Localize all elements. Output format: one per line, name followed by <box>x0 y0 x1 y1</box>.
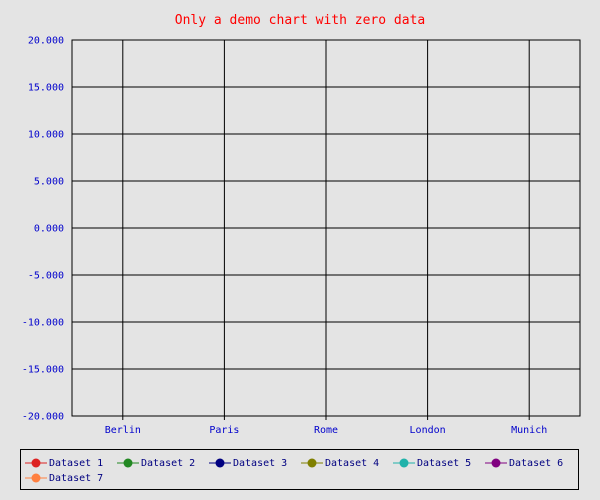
x-tick-label: London <box>410 425 446 436</box>
legend-item: Dataset 3 <box>209 456 287 470</box>
legend-label: Dataset 7 <box>49 472 104 484</box>
x-tick-label: Paris <box>209 425 239 436</box>
legend-label: Dataset 4 <box>325 457 380 469</box>
y-tick-label: 20.000 <box>28 36 64 47</box>
legend-label: Dataset 5 <box>417 457 472 469</box>
y-tick-label: -20.000 <box>22 412 64 423</box>
legend-marker-icon <box>301 458 323 468</box>
legend-marker-icon <box>117 458 139 468</box>
x-tick-label: Berlin <box>105 425 141 436</box>
y-tick-label: -10.000 <box>22 318 64 329</box>
y-tick-label: -5.000 <box>28 271 64 282</box>
legend-label: Dataset 6 <box>509 457 564 469</box>
legend-label: Dataset 3 <box>233 457 288 469</box>
chart-title: Only a demo chart with zero data <box>175 13 425 28</box>
y-tick-label: -15.000 <box>22 365 64 376</box>
x-tick-label: Munich <box>511 425 547 436</box>
legend-marker-icon <box>393 458 415 468</box>
x-tick-label: Rome <box>314 425 338 436</box>
legend-marker-icon <box>25 473 47 483</box>
legend: Dataset 1 Dataset 2 Dataset 3 Dataset 4 Data… <box>20 449 579 490</box>
y-tick-label: 15.000 <box>28 83 64 94</box>
legend-marker-icon <box>485 458 507 468</box>
legend-label: Dataset 1 <box>49 457 104 469</box>
chart: Only a demo chart with zero data 20.000 1… <box>22 13 581 436</box>
legend-item: Dataset 7 <box>25 471 103 485</box>
y-tick-label: 10.000 <box>28 130 64 141</box>
legend-item: Dataset 6 <box>485 456 563 470</box>
legend-item: Dataset 5 <box>393 456 471 470</box>
y-tick-label: 5.000 <box>34 177 64 188</box>
legend-item: Dataset 1 <box>25 456 103 470</box>
legend-item: Dataset 4 <box>301 456 379 470</box>
legend-item: Dataset 2 <box>117 456 195 470</box>
y-tick-label: 0.000 <box>34 224 64 235</box>
legend-marker-icon <box>209 458 231 468</box>
legend-marker-icon <box>25 458 47 468</box>
legend-label: Dataset 2 <box>141 457 196 469</box>
